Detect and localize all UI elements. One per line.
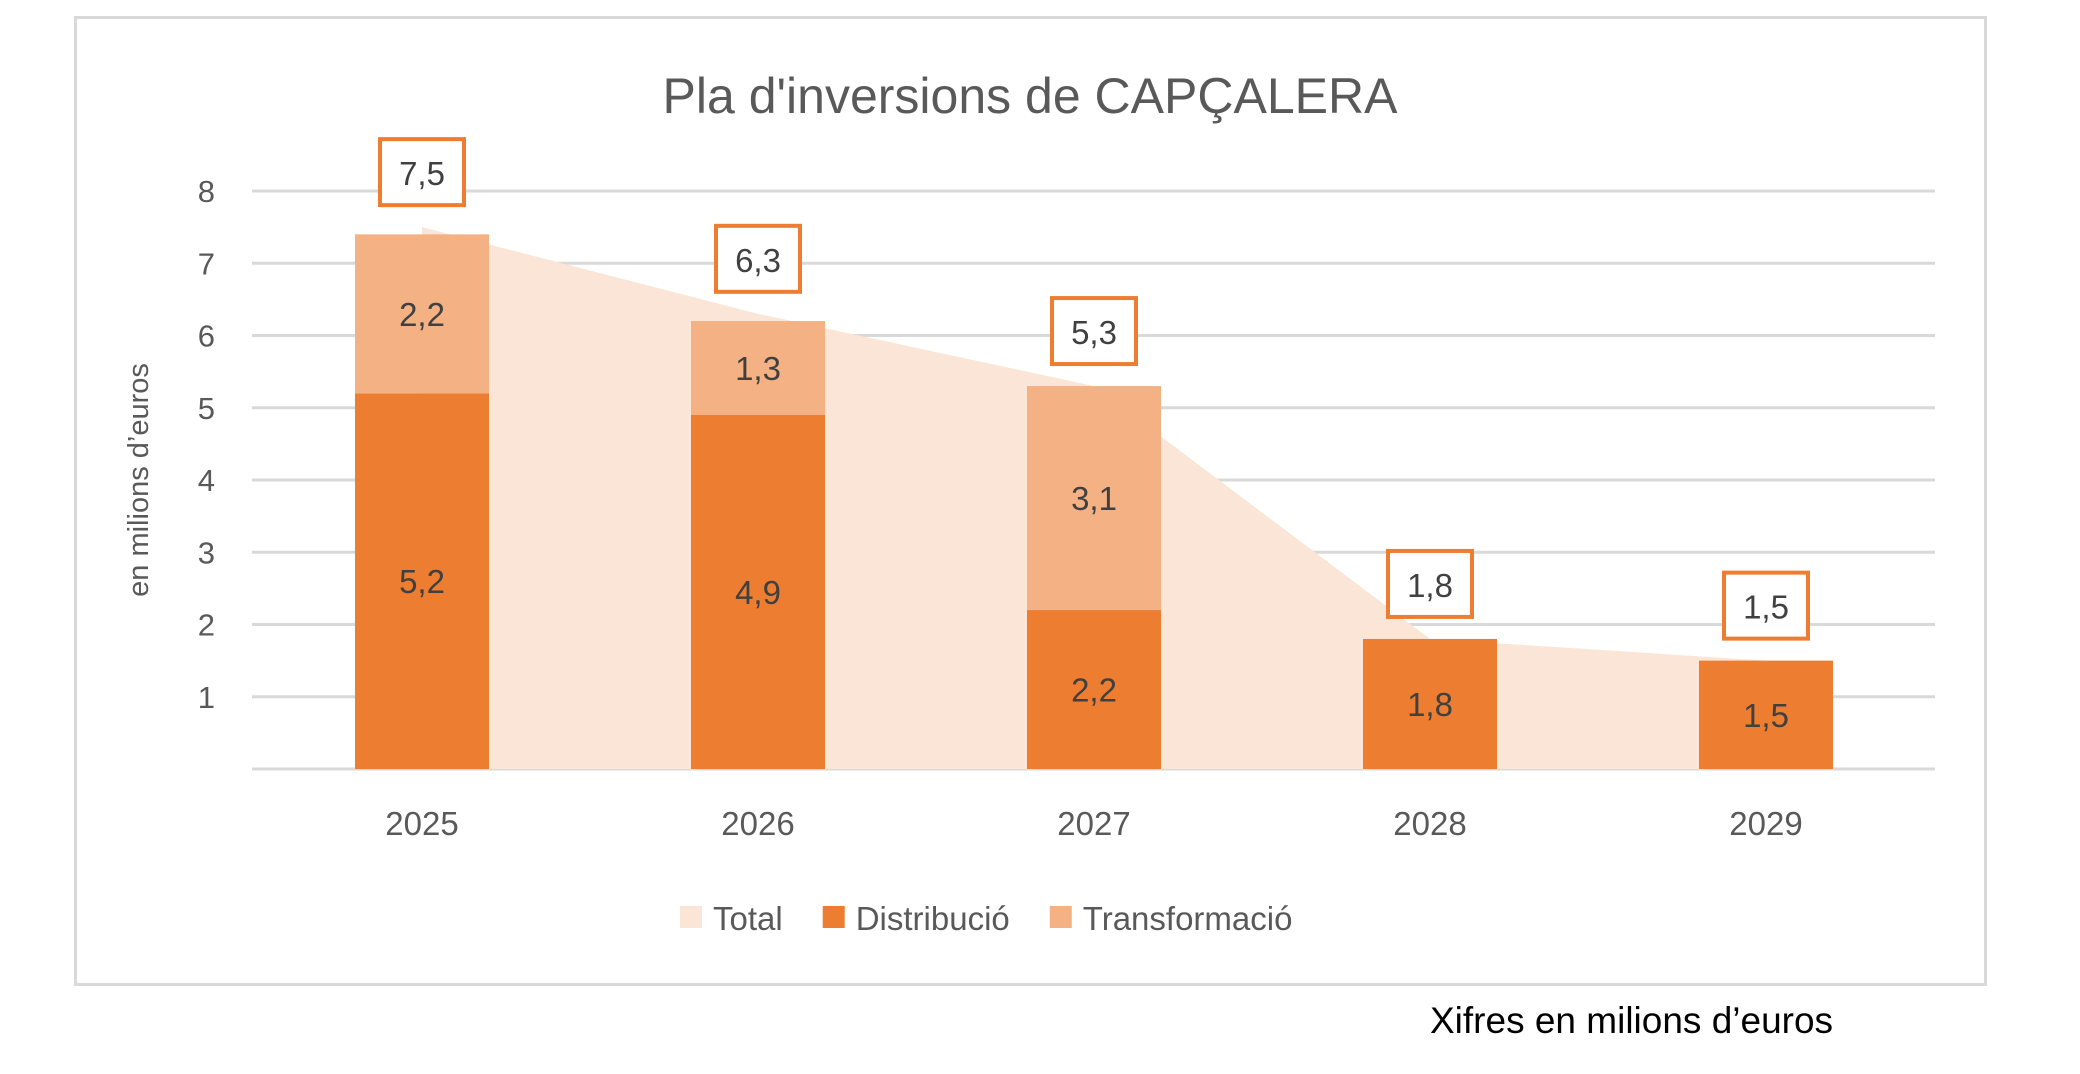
data-label-distribucio: 1,5 (1743, 697, 1789, 734)
bar-distribucio-2025 (355, 393, 489, 769)
data-label-transformacio: 2,2 (399, 296, 445, 333)
x-tick-label: 2027 (1057, 805, 1130, 842)
footer-note: Xifres en milions d’euros (1430, 1000, 1834, 1041)
bar-distribucio-2028 (1363, 638, 1497, 769)
bar-transformacio-2025 (355, 234, 489, 394)
x-tick-label: 2025 (385, 805, 458, 842)
legend-swatch-Distribució (822, 906, 845, 928)
legend-label: Total (713, 900, 783, 937)
data-label-distribucio: 5,2 (399, 563, 445, 600)
y-tick-label: 8 (198, 174, 215, 209)
data-label-transformacio: 3,1 (1071, 480, 1117, 517)
y-tick-label: 7 (198, 246, 215, 281)
data-label-total: 6,3 (735, 242, 781, 279)
y-tick-label: 5 (198, 391, 215, 426)
total-label-box (714, 223, 802, 294)
legend-label: Transformació (1083, 900, 1293, 937)
chart-title: Pla d'inversions de CAPÇALERA (663, 68, 1399, 124)
bar-transformacio-2027 (1027, 386, 1161, 611)
data-label-distribucio: 4,9 (735, 574, 781, 611)
x-tick-label: 2029 (1729, 805, 1802, 842)
y-tick-label: 4 (198, 463, 215, 498)
data-label-total: 1,5 (1743, 589, 1789, 626)
y-tick-label: 6 (198, 319, 215, 354)
data-label-distribucio: 1,8 (1407, 686, 1453, 723)
legend-swatch-Transformació (1049, 906, 1072, 928)
legend-label: Distribució (856, 900, 1010, 937)
total-label-box (1386, 548, 1474, 619)
data-label-transformacio: 1,3 (735, 350, 781, 387)
total-label-box (1050, 296, 1138, 367)
y-tick-label: 2 (198, 608, 215, 643)
y-axis-label: en milions d’euros (123, 363, 155, 597)
data-label-distribucio: 2,2 (1071, 672, 1117, 709)
bar-distribucio-2027 (1027, 610, 1161, 769)
data-label-total: 7,5 (399, 155, 445, 192)
y-tick-label: 1 (198, 680, 215, 715)
data-label-total: 1,8 (1407, 567, 1453, 604)
y-tick-label: 3 (198, 535, 215, 570)
bar-transformacio-2026 (691, 321, 825, 415)
bar-distribucio-2026 (691, 414, 825, 769)
x-tick-label: 2026 (721, 805, 794, 842)
data-label-total: 5,3 (1071, 314, 1117, 351)
total-label-box (378, 137, 466, 208)
total-label-box (1722, 570, 1810, 641)
legend-swatch-Total (680, 906, 702, 928)
bar-distribucio-2029 (1699, 660, 1833, 769)
x-tick-label: 2028 (1393, 805, 1466, 842)
